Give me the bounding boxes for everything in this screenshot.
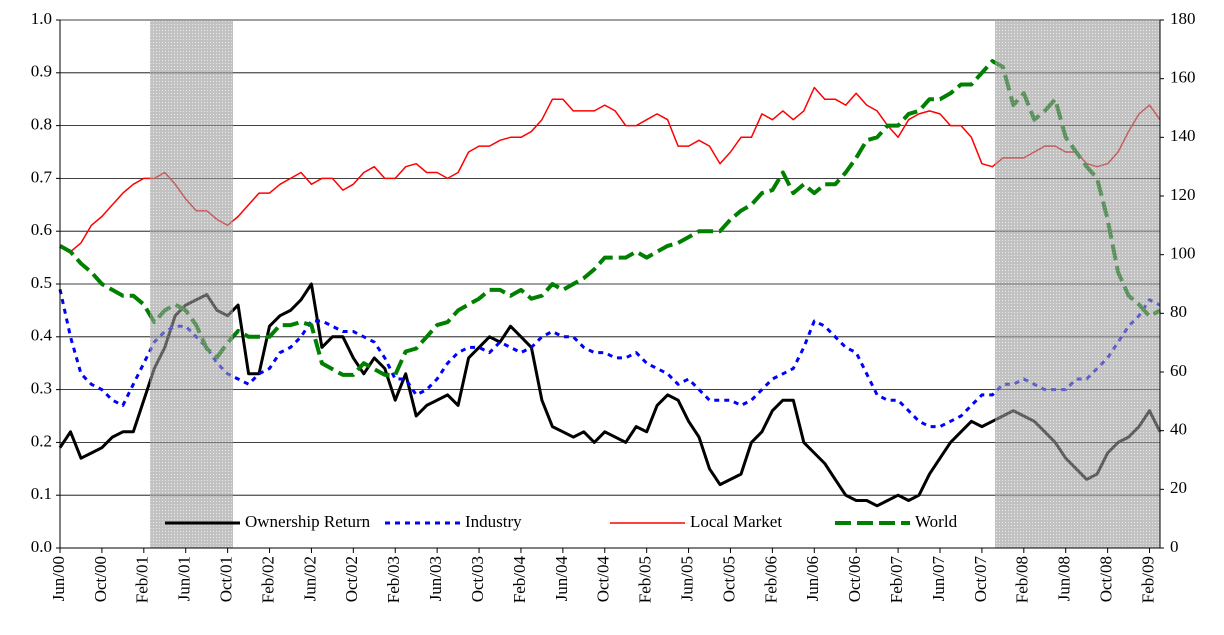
x-tick-label: Feb/08 [1013,556,1032,603]
x-tick-label: Feb/02 [258,556,277,603]
x-tick-label: Oct/07 [971,556,990,603]
legend-label: Ownership Return [245,512,371,531]
legend-label: Industry [465,512,522,531]
x-tick-label: Feb/03 [384,556,403,603]
y2-tick-label: 20 [1170,478,1187,497]
y2-tick-label: 160 [1170,68,1196,87]
x-tick-label: Jun/06 [803,556,822,601]
x-tick-label: Feb/05 [636,556,655,603]
y2-tick-label: 60 [1170,361,1187,380]
series-line [58,288,1161,429]
y-tick-label: 0.0 [31,537,52,556]
y-tick-label: 0.6 [31,220,52,239]
x-tick-label: Feb/01 [133,556,152,603]
x-tick-label: Oct/04 [594,556,613,603]
series-line [59,59,1161,377]
y2-tick-label: 100 [1170,244,1196,263]
x-tick-label: Oct/03 [468,556,487,602]
x-tick-label: Jun/04 [552,556,571,602]
x-tick-label: Oct/08 [1097,556,1116,602]
y-tick-label: 1.0 [31,9,52,28]
x-tick-label: Oct/00 [91,556,110,602]
y-tick-label: 0.1 [31,484,52,503]
x-tick-label: Jun/01 [175,556,194,601]
y2-tick-label: 140 [1170,126,1196,145]
y-tick-label: 0.9 [31,62,52,81]
y-tick-label: 0.2 [31,431,52,450]
x-tick-label: Oct/02 [342,556,361,602]
legend-label: World [915,512,958,531]
x-tick-label: Feb/07 [887,556,906,604]
legend-label: Local Market [690,512,782,531]
y-tick-label: 0.7 [31,167,53,186]
y-tick-label: 0.3 [31,379,52,398]
series-line [58,282,1162,508]
y2-tick-label: 40 [1170,420,1187,439]
y2-tick-label: 120 [1170,185,1196,204]
y-tick-label: 0.5 [31,273,52,292]
x-tick-label: Feb/04 [510,556,529,604]
shaded-period [150,20,233,548]
y2-tick-label: 80 [1170,302,1187,321]
x-tick-label: Jun/03 [426,556,445,601]
x-tick-label: Jun/05 [677,556,696,601]
y2-tick-label: 0 [1170,537,1179,556]
series-line [59,86,1161,253]
x-tick-label: Jun/08 [1055,556,1074,601]
y2-tick-label: 180 [1170,9,1196,28]
x-tick-label: Oct/01 [217,556,236,602]
x-tick-label: Feb/06 [761,556,780,603]
x-tick-label: Feb/09 [1138,556,1157,603]
shaded-period [995,20,1160,548]
x-tick-label: Oct/06 [845,556,864,602]
x-tick-label: Jun/02 [300,556,319,601]
x-tick-label: Jun/00 [49,556,68,601]
y-tick-label: 0.4 [31,326,53,345]
x-tick-label: Jun/07 [929,556,948,602]
x-tick-label: Oct/05 [719,556,738,602]
y-tick-label: 0.8 [31,115,52,134]
